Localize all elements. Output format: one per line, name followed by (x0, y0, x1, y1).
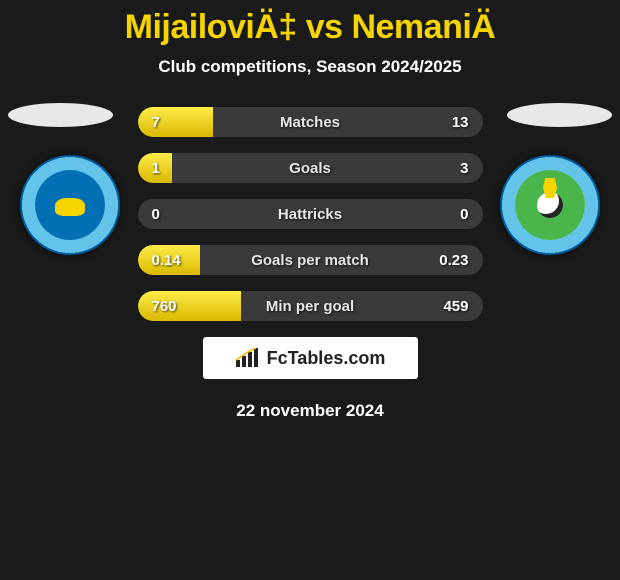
stat-label: Goals per match (251, 252, 369, 269)
stat-bars: 7 Matches 13 1 Goals 3 0 Hattricks 0 0.14 Goals pe… (138, 107, 483, 321)
footer-date: 22 november 2024 (0, 401, 620, 421)
page-title: MijailoviÄ‡ vs NemaniÄ (0, 0, 620, 47)
koper-crest-icon (35, 170, 105, 240)
team-badge-left (20, 155, 120, 255)
branding-badge: FcTables.com (203, 337, 418, 379)
bar-chart-icon (235, 348, 259, 368)
stat-label: Min per goal (266, 298, 354, 315)
stat-value-left: 7 (152, 114, 160, 131)
stat-fill-left (138, 107, 214, 137)
stat-value-left: 0.14 (152, 252, 181, 269)
right-ellipse (507, 103, 612, 127)
stat-value-right: 0 (460, 206, 468, 223)
stat-label: Goals (289, 160, 331, 177)
stat-row: 1 Goals 3 (138, 153, 483, 183)
comparison-panel: 7 Matches 13 1 Goals 3 0 Hattricks 0 0.14 Goals pe… (0, 107, 620, 421)
branding-text: FcTables.com (267, 348, 386, 369)
stat-row: 760 Min per goal 459 (138, 291, 483, 321)
page-subtitle: Club competitions, Season 2024/2025 (0, 57, 620, 77)
team-badge-right (500, 155, 600, 255)
stat-value-right: 3 (460, 160, 468, 177)
stat-value-left: 760 (152, 298, 177, 315)
stat-value-right: 459 (443, 298, 468, 315)
stat-label: Hattricks (278, 206, 342, 223)
stat-value-left: 0 (152, 206, 160, 223)
stat-label: Matches (280, 114, 340, 131)
publikum-crest-icon (515, 170, 585, 240)
stat-row: 0 Hattricks 0 (138, 199, 483, 229)
stat-value-right: 0.23 (439, 252, 468, 269)
left-ellipse (8, 103, 113, 127)
stat-row: 0.14 Goals per match 0.23 (138, 245, 483, 275)
stat-row: 7 Matches 13 (138, 107, 483, 137)
stat-value-right: 13 (452, 114, 469, 131)
stat-value-left: 1 (152, 160, 160, 177)
